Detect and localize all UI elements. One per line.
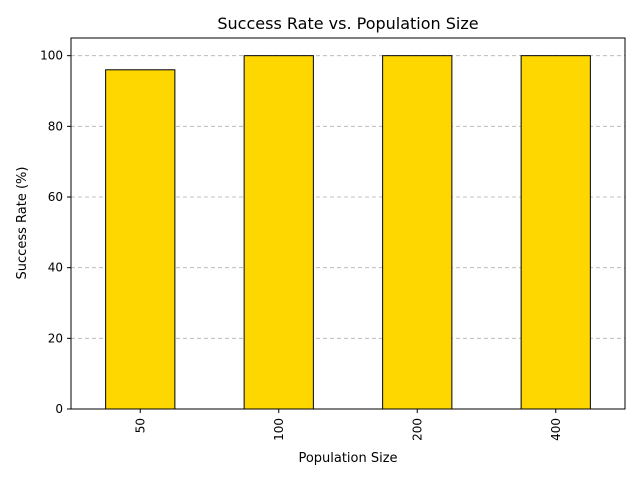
y-tick-label: 0 (55, 402, 63, 416)
x-tick-label: 50 (133, 418, 147, 433)
x-axis-label: Population Size (298, 451, 397, 466)
y-tick-label: 40 (48, 261, 63, 275)
plot-frame (70, 37, 626, 410)
y-tick-label: 80 (48, 119, 63, 133)
chart-title: Success Rate vs. Population Size (217, 14, 478, 33)
bar-400 (520, 55, 591, 410)
x-tick-label: 100 (272, 418, 286, 441)
bar-100 (243, 55, 314, 410)
y-tick-label: 60 (48, 190, 63, 204)
x-tick-label: 200 (410, 418, 424, 441)
bar-50 (105, 69, 176, 410)
y-axis-label: Success Rate (%) (15, 167, 30, 280)
x-axis-ticks: 50 100 200 400 (133, 409, 563, 441)
y-tick-label: 100 (40, 49, 63, 63)
bar-200 (382, 55, 453, 410)
y-tick-label: 20 (48, 331, 63, 345)
bars (105, 55, 591, 410)
y-axis-ticks: 0 20 40 60 80 100 (40, 49, 71, 416)
x-tick-label: 400 (549, 418, 563, 441)
